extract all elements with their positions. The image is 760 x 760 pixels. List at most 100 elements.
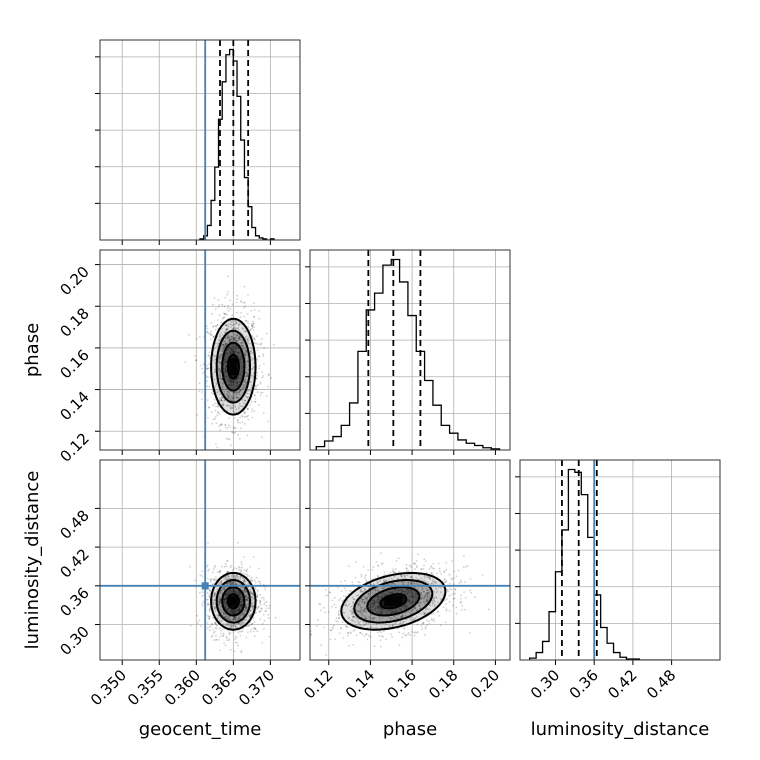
sample-point — [402, 590, 405, 593]
sample-point — [241, 611, 244, 614]
sample-point — [435, 588, 438, 591]
sample-point — [388, 591, 391, 593]
sample-point — [360, 598, 363, 600]
sample-point — [237, 384, 240, 386]
sample-point — [401, 614, 404, 617]
sample-point — [235, 411, 238, 414]
sample-point — [250, 599, 253, 602]
sample-point — [225, 576, 227, 579]
sample-point — [225, 593, 227, 596]
sample-point — [410, 601, 413, 604]
sample-point — [390, 617, 393, 619]
sample-point — [247, 340, 250, 343]
sample-point — [235, 612, 237, 615]
sample-point — [202, 594, 205, 596]
sample-point — [233, 344, 236, 347]
sample-point — [214, 621, 217, 623]
sample-point — [376, 601, 379, 604]
sample-point — [239, 614, 242, 617]
sample-point — [266, 600, 268, 603]
sample-point — [257, 589, 259, 591]
sample-point — [218, 602, 221, 604]
sample-point — [258, 355, 261, 358]
sample-point — [239, 605, 241, 608]
sample-point — [250, 347, 252, 350]
sample-point — [367, 593, 370, 596]
sample-point — [213, 595, 216, 597]
sample-point — [224, 368, 227, 370]
sample-point — [207, 542, 209, 544]
sample-point — [413, 581, 416, 584]
sample-point — [236, 380, 239, 382]
sample-point — [234, 404, 236, 407]
sample-point — [387, 573, 390, 575]
sample-point — [221, 396, 224, 399]
sample-point — [226, 348, 229, 351]
sample-point — [365, 617, 368, 620]
sample-point — [236, 396, 238, 399]
sample-point — [236, 390, 239, 393]
sample-point — [380, 607, 382, 610]
sample-point — [225, 437, 228, 440]
sample-point — [231, 380, 234, 383]
sample-point — [424, 609, 427, 612]
sample-point — [225, 614, 228, 617]
sample-point — [409, 591, 412, 593]
sample-point — [377, 565, 380, 568]
sample-point — [407, 597, 410, 600]
sample-point — [235, 616, 238, 619]
sample-point — [365, 596, 368, 599]
sample-point — [212, 393, 215, 395]
sample-point — [219, 375, 222, 378]
sample-point — [255, 388, 258, 391]
sample-point — [225, 388, 228, 390]
sample-point — [359, 624, 361, 626]
sample-point — [319, 603, 322, 606]
sample-point — [252, 593, 255, 596]
sample-point — [229, 591, 232, 594]
sample-point — [219, 429, 222, 432]
sample-point — [216, 405, 219, 408]
sample-point — [453, 597, 456, 600]
sample-point — [236, 592, 239, 595]
sample-point — [384, 594, 387, 597]
sample-point — [251, 596, 254, 599]
sample-point — [236, 294, 239, 297]
sample-point — [357, 621, 360, 624]
sample-point — [228, 615, 231, 618]
sample-point — [361, 598, 364, 601]
sample-point — [244, 591, 247, 594]
sample-point — [464, 566, 467, 568]
sample-point — [234, 333, 236, 336]
sample-point — [375, 600, 377, 602]
sample-point — [243, 610, 245, 613]
sample-point — [238, 391, 241, 394]
sample-point — [249, 381, 252, 383]
sample-point — [219, 338, 222, 340]
sample-point — [397, 627, 399, 630]
sample-point — [365, 622, 368, 624]
sample-point — [388, 624, 391, 627]
sample-point — [250, 592, 253, 595]
sample-point — [222, 404, 225, 406]
sample-point — [370, 600, 372, 603]
sample-point — [359, 610, 362, 613]
sample-point — [356, 619, 359, 622]
sample-point — [224, 616, 227, 618]
sample-point — [393, 611, 396, 614]
sample-point — [237, 576, 240, 579]
sample-point — [438, 567, 441, 570]
sample-point — [236, 327, 239, 330]
sample-point — [262, 596, 265, 599]
sample-point — [226, 582, 228, 585]
sample-point — [241, 596, 244, 599]
sample-point — [350, 632, 352, 634]
sample-point — [218, 412, 221, 415]
sample-point — [232, 339, 235, 341]
sample-point — [241, 383, 244, 386]
sample-point — [220, 617, 223, 620]
sample-point — [227, 618, 229, 620]
sample-point — [420, 596, 423, 598]
sample-point — [409, 592, 412, 595]
